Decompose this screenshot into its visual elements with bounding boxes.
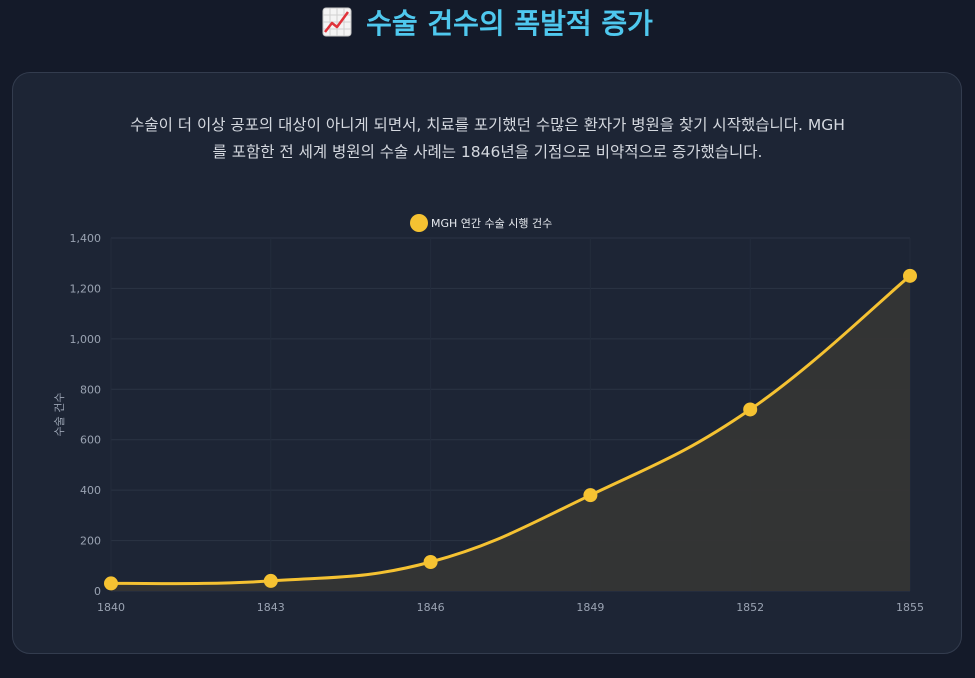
y-tick-label: 1,200 (70, 282, 102, 295)
y-tick-label: 200 (80, 535, 101, 548)
data-point (423, 555, 438, 570)
x-tick-label: 1849 (576, 601, 604, 614)
y-tick-label: 800 (80, 383, 101, 396)
data-point (104, 576, 118, 591)
y-tick-label: 600 (80, 434, 101, 447)
legend-marker (410, 214, 428, 232)
data-point (743, 402, 758, 417)
x-tick-label: 1846 (417, 601, 445, 614)
data-point (903, 268, 917, 283)
title-text: 수술 건수의 폭발적 증가 (366, 7, 653, 40)
legend-label: MGH 연간 수술 시행 건수 (431, 217, 552, 230)
series-line (110, 274, 911, 586)
description-line-1: 수술이 더 이상 공포의 대상이 아니게 되면서, 치료를 포기했던 수많은 환… (130, 116, 845, 134)
y-axis-label: 수술 건수 (53, 393, 66, 437)
chart-increasing-icon (322, 7, 352, 37)
series-area (111, 275, 910, 591)
x-tick-label: 1843 (257, 601, 285, 614)
y-tick-label: 1,400 (70, 232, 102, 245)
description-line-2: 를 포함한 전 세계 병원의 수술 사례는 1846년을 기점으로 비약적으로 … (212, 143, 763, 161)
legend: MGH 연간 수술 시행 건수 (410, 214, 552, 232)
page-title: 수술 건수의 폭발적 증가 (0, 4, 975, 44)
x-tick-label: 1855 (896, 601, 924, 614)
x-tick-label: 1840 (97, 601, 125, 614)
x-tick-label: 1852 (736, 601, 764, 614)
y-tick-label: 1,000 (70, 333, 102, 346)
y-tick-label: 400 (80, 484, 101, 497)
data-point (263, 573, 278, 588)
y-tick-label: 0 (94, 585, 101, 598)
description: 수술이 더 이상 공포의 대상이 아니게 되면서, 치료를 포기했던 수많은 환… (0, 112, 975, 166)
data-point (583, 488, 598, 503)
